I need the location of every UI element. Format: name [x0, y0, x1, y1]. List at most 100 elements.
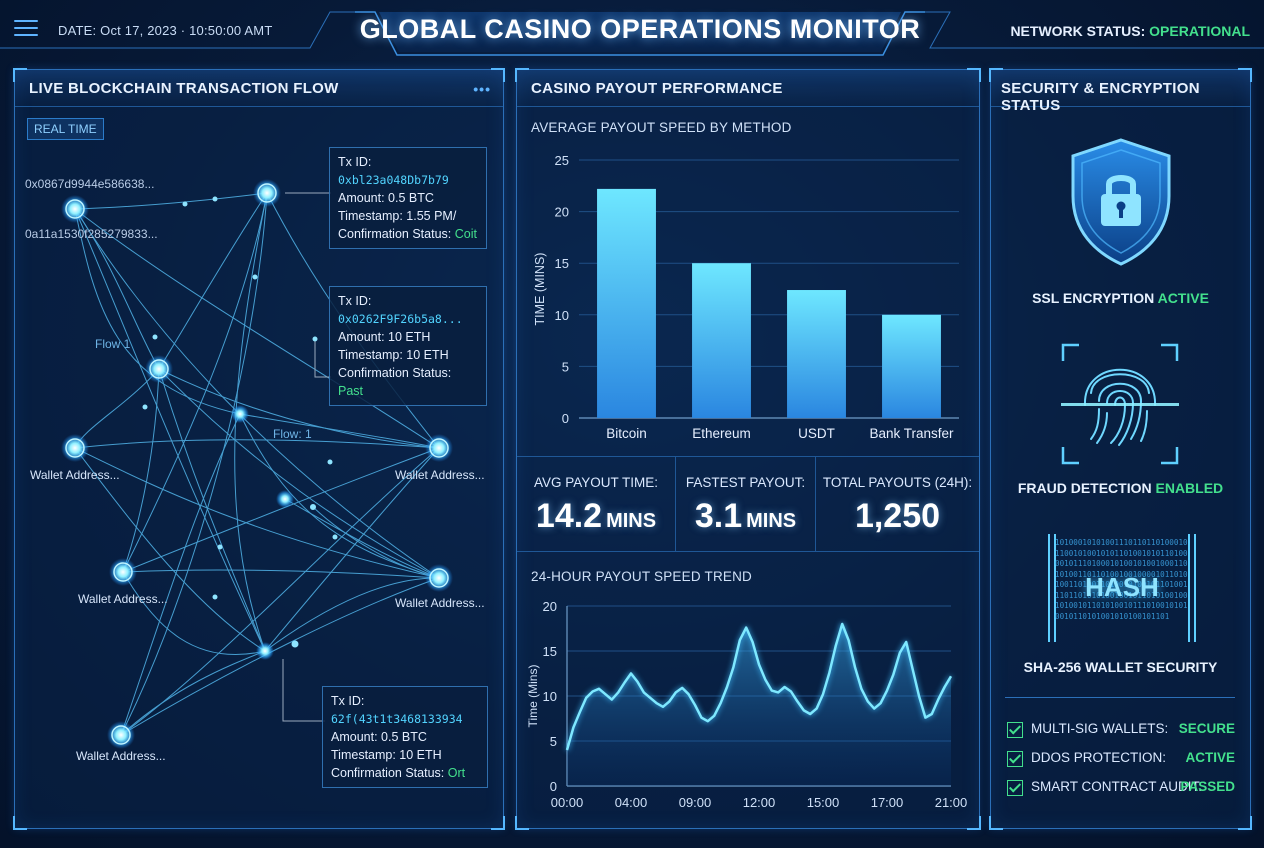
y-tick-label: 5: [550, 734, 557, 749]
trend-chart-title: 24-HOUR PAYOUT SPEED TREND: [531, 569, 752, 584]
fraud-detection-status: FRAUD DETECTION ENABLED: [1017, 480, 1224, 496]
y-tick-label: 15: [555, 256, 569, 271]
panel-header: SECURITY & ENCRYPTION STATUS: [991, 70, 1250, 114]
wallet-address-label: Wallet Address...: [395, 596, 485, 610]
payout-speed-bar-chart: 0 5 10 15 20 25 TIME (MINS) Bitcoin Ethereum USDT…: [533, 153, 959, 441]
bar-bank-transfer: [882, 314, 941, 418]
x-tick-label: 09:00: [679, 795, 712, 810]
transaction-flow-graph: [61, 179, 453, 749]
stat-fastest-payout: FASTEST PAYOUT: 3.1 MINS: [676, 457, 815, 551]
stats-row: AVG PAYOUT TIME: 14.2 MINS FASTEST PAYOUT…: [517, 456, 979, 552]
y-tick-label: 20: [543, 599, 557, 614]
bar-ethereum: [692, 263, 751, 418]
y-tick-label: 10: [555, 308, 569, 323]
x-tick-label: 17:00: [871, 795, 904, 810]
check-multi-sig: MULTI-SIG WALLETS: SECURE: [1007, 720, 1235, 742]
check-smart-contract: SMART CONTRACT AUDIT: PASSED: [1007, 778, 1235, 800]
tx-status: Ort: [447, 766, 466, 780]
x-tick-label: 12:00: [743, 795, 776, 810]
tx-amount: Amount: 0.5 BTC: [331, 730, 427, 744]
stat-value: 3.1 MINS: [694, 497, 797, 535]
tx-timestamp: Timestamp: 1.55 PM/: [338, 209, 457, 223]
wallet-address-label: Wallet Address...: [76, 749, 166, 763]
payout-performance-panel: CASINO PAYOUT PERFORMANCE AVERAGE PAYOUT…: [515, 68, 981, 830]
tx-status-row: Confirmation Status: Past: [338, 366, 452, 398]
hash-word: HASH: [1085, 572, 1159, 602]
flow-label-1: Flow 1: [95, 337, 131, 351]
stat-label: AVG PAYOUT TIME:: [533, 475, 659, 490]
tx-timestamp: Timestamp: 10 ETH: [338, 348, 449, 362]
stat-label: TOTAL PAYOUTS (24H):: [822, 475, 973, 490]
bar-usdt: [787, 290, 846, 418]
tx-timestamp: Timestamp: 10 ETH: [331, 748, 442, 762]
tx-status-row: Confirmation Status: Coit: [338, 227, 477, 241]
fingerprint-icon: [1061, 343, 1179, 465]
divider: [1005, 697, 1235, 698]
tx-id: 0x0262F9F26b5a8...: [338, 312, 463, 326]
tx-id-row: Tx ID: 0xbl23a048Db7b79: [338, 155, 449, 187]
y-tick-label: 20: [555, 205, 569, 220]
panel-title: LIVE BLOCKCHAIN TRANSACTION FLOW: [29, 80, 339, 97]
trend-area: [567, 624, 951, 786]
title-frame: GLOBAL CASINO OPERATIONS MONITOR: [355, 0, 925, 58]
tx-card-1[interactable]: Tx ID: 0xbl23a048Db7b79 Amount: 0.5 BTC …: [329, 147, 487, 249]
wallet-address-label: Wallet Address...: [395, 468, 485, 482]
ssl-status: SSL ENCRYPTION ACTIVE: [1032, 290, 1209, 306]
panel-title: CASINO PAYOUT PERFORMANCE: [531, 80, 783, 97]
tx-amount: Amount: 10 ETH: [338, 330, 431, 344]
top-bar: DATE: Oct 17, 2023 · 10:50:00 AMT GLOBAL…: [0, 0, 1264, 58]
checkbox-icon: [1007, 780, 1023, 796]
tx-status: Coit: [454, 227, 477, 241]
tx-card-2[interactable]: Tx ID: 0x0262F9F26b5a8... Amount: 10 ETH…: [329, 286, 487, 406]
page-title: GLOBAL CASINO OPERATIONS MONITOR: [359, 14, 921, 44]
hamburger-menu-icon[interactable]: [14, 20, 38, 40]
title-frame-shape: [355, 11, 925, 56]
wallet-address-label: Wallet Address...: [30, 468, 120, 482]
x-tick-label: USDT: [798, 426, 835, 441]
panel-header: CASINO PAYOUT PERFORMANCE: [517, 70, 979, 107]
network-status-label: NETWORK STATUS:: [1010, 23, 1146, 39]
security-panel: SECURITY & ENCRYPTION STATUS SSL ENCRYPT…: [989, 68, 1252, 830]
real-time-badge: REAL TIME: [27, 118, 104, 140]
y-tick-label: 0: [550, 779, 557, 794]
trend-line: [565, 622, 953, 751]
tx-id-row: Tx ID: 62f(43t1t3468133934: [331, 694, 463, 726]
hash-frame: [1048, 534, 1196, 642]
y-axis-label: Time (Mins): [526, 665, 540, 728]
blockchain-flow-panel: LIVE BLOCKCHAIN TRANSACTION FLOW ••• REA…: [13, 68, 505, 830]
wallet-address-label: Wallet Address...: [78, 592, 168, 606]
x-tick-label: Ethereum: [692, 426, 751, 441]
check-ddos: DDOS PROTECTION: ACTIVE: [1007, 749, 1235, 771]
x-tick-label: 21:00: [935, 795, 968, 810]
more-options-icon[interactable]: •••: [473, 81, 491, 97]
tx-id-row: Tx ID: 0x0262F9F26b5a8...: [338, 294, 463, 326]
source-address-2: 0a11a1530f285279833...: [25, 227, 158, 241]
y-tick-label: 5: [562, 359, 569, 374]
network-status: NETWORK STATUS: OPERATIONAL: [1010, 23, 1250, 39]
y-tick-label: 25: [555, 153, 569, 168]
bar-chart-title: AVERAGE PAYOUT SPEED BY METHOD: [531, 120, 792, 135]
stat-avg-payout: AVG PAYOUT TIME: 14.2 MINS: [517, 457, 675, 551]
flow-nodes: [61, 179, 453, 749]
source-address-1: 0x0867d9944e586638...: [25, 177, 155, 191]
stat-value: 14.2 MINS: [535, 497, 657, 535]
payout-trend-chart: 0 5 10 15 20 Time (Mins) 00:00 04:00 09:00 12:00 1…: [526, 599, 968, 810]
flow-label-2: Flow: 1: [273, 427, 312, 441]
tx-id: 0xbl23a048Db7b79: [338, 173, 449, 187]
x-tick-label: 00:00: [551, 795, 584, 810]
panel-title: SECURITY & ENCRYPTION STATUS: [1001, 80, 1200, 114]
checkbox-icon: [1007, 751, 1023, 767]
x-tick-label: 04:00: [615, 795, 648, 810]
tx-amount: Amount: 0.5 BTC: [338, 191, 434, 205]
y-tick-label: 10: [543, 689, 557, 704]
hash-graphic: 1010001010100111011011010001011001010010…: [1047, 532, 1197, 644]
tx-card-3[interactable]: Tx ID: 62f(43t1t3468133934 Amount: 0.5 B…: [322, 686, 488, 788]
panel-header: LIVE BLOCKCHAIN TRANSACTION FLOW •••: [15, 70, 503, 107]
checkbox-icon: [1007, 722, 1023, 738]
stat-value: 1,250: [854, 497, 941, 535]
network-status-value: OPERATIONAL: [1149, 23, 1250, 39]
date-time: DATE: Oct 17, 2023 · 10:50:00 AMT: [58, 23, 273, 38]
x-tick-label: Bank Transfer: [869, 426, 954, 441]
shield-lock-icon: [1071, 138, 1171, 266]
y-tick-label: 15: [543, 644, 557, 659]
